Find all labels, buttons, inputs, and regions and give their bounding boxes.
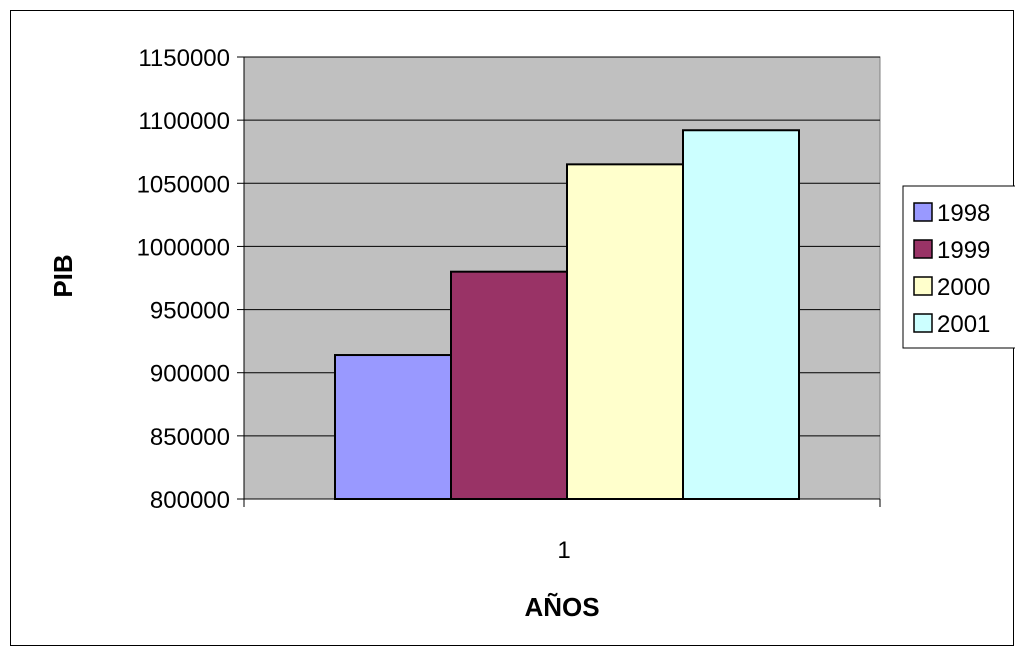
y-tick-label: 900000 — [150, 361, 230, 388]
x-tick-label: 1 — [557, 537, 570, 564]
legend-swatch-1999 — [913, 239, 933, 259]
legend: 1998 1999 2000 2001 — [902, 185, 1015, 349]
x-axis-title: AÑOS — [524, 592, 599, 622]
y-tick-labels: 800000 850000 900000 950000 1000000 1050000 11… — [137, 45, 230, 514]
x-tick-labels: 1 — [557, 537, 570, 564]
legend-swatch-2000 — [913, 276, 933, 296]
legend-label-1998: 1998 — [937, 200, 990, 227]
legend-label-2001: 2001 — [937, 311, 990, 338]
y-tick-label: 1000000 — [137, 234, 230, 261]
bar-1999 — [450, 270, 568, 500]
y-tick-label: 800000 — [150, 487, 230, 514]
bar-2000 — [566, 163, 684, 500]
y-tick-label: 850000 — [150, 424, 230, 451]
bar-1998 — [334, 354, 452, 500]
bar-2001 — [682, 129, 800, 500]
y-tick-label: 1050000 — [137, 171, 230, 198]
y-axis-title: PIB — [48, 254, 78, 297]
legend-swatch-2001 — [913, 313, 933, 333]
axes — [237, 56, 881, 507]
legend-label-1999: 1999 — [937, 237, 990, 264]
y-tick-label: 1150000 — [138, 45, 230, 72]
legend-swatch-1998 — [913, 202, 933, 222]
y-tick-label: 1100000 — [138, 108, 230, 135]
bars — [334, 129, 800, 500]
legend-label-2000: 2000 — [937, 274, 990, 301]
y-tick-label: 950000 — [150, 298, 230, 325]
